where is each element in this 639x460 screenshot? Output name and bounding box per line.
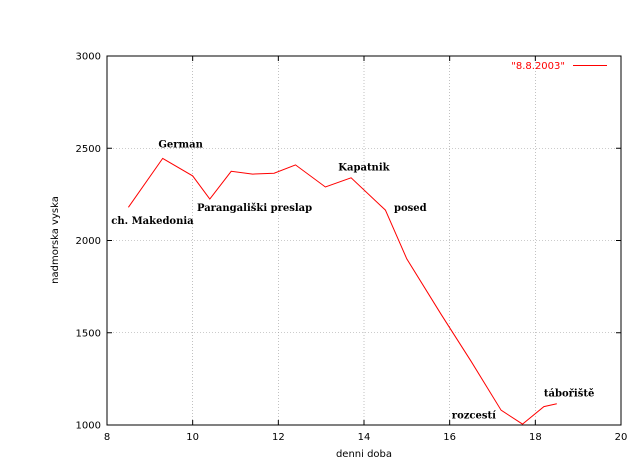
x-tick-label: 16 bbox=[443, 432, 456, 443]
x-tick-label: 18 bbox=[529, 432, 542, 443]
x-tick-label: 10 bbox=[186, 432, 199, 443]
plot-frame bbox=[106, 55, 622, 426]
point-annotation: tábořiště bbox=[544, 388, 594, 399]
x-tick-label: 8 bbox=[104, 432, 110, 443]
axis-ticks: 8 10 12 14 16 18 20 1000 1500 2000 2500 3000 bbox=[76, 52, 628, 444]
x-tick-label: 20 bbox=[615, 432, 628, 443]
y-tick-label: 1000 bbox=[76, 421, 101, 432]
x-tick-label: 14 bbox=[358, 432, 371, 443]
point-annotation: Kapatnik bbox=[338, 162, 390, 173]
point-annotation: Parangališki preslap bbox=[197, 203, 312, 214]
series-line bbox=[127, 157, 557, 425]
point-annotation: German bbox=[158, 139, 203, 150]
legend: "8.8.2003" bbox=[511, 61, 607, 72]
series-lines bbox=[127, 157, 557, 425]
y-axis-label: nadmorska vyska bbox=[50, 196, 61, 284]
y-tick-label: 2000 bbox=[76, 236, 101, 247]
x-axis-label: denni doba bbox=[336, 449, 392, 460]
point-annotation: posed bbox=[394, 203, 427, 214]
point-annotation: rozcestí bbox=[452, 411, 496, 422]
legend-series-label: "8.8.2003" bbox=[511, 61, 565, 72]
point-annotation: ch. Makedonia bbox=[111, 216, 194, 227]
x-tick-label: 12 bbox=[272, 432, 285, 443]
y-tick-label: 3000 bbox=[76, 52, 101, 63]
grid-lines bbox=[107, 56, 621, 425]
y-tick-label: 1500 bbox=[76, 328, 101, 339]
y-tick-label: 2500 bbox=[76, 144, 101, 155]
